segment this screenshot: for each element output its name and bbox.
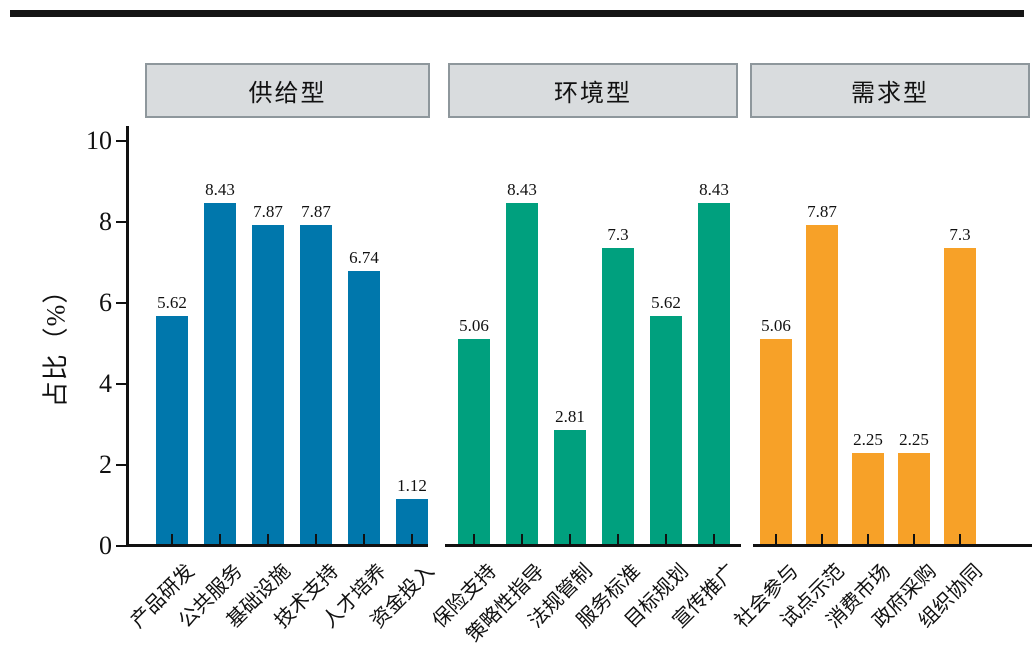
bar-value-label: 6.74: [346, 248, 382, 268]
x-tick-mark: [713, 534, 715, 544]
bar-政府采购: [898, 452, 930, 544]
x-tick-mark: [569, 534, 571, 544]
y-tick-label: 0: [99, 531, 112, 560]
bar-试点示范: [806, 225, 838, 544]
bar-法规管制: [554, 430, 586, 544]
y-tick-mark: [116, 221, 127, 223]
x-axis-segment-1: [128, 544, 428, 547]
x-tick-mark: [473, 534, 475, 544]
bar-value-label: 7.3: [604, 226, 632, 246]
x-tick-mark: [913, 534, 915, 544]
bar-保险支持: [458, 339, 490, 544]
bar-宣传推广: [698, 202, 730, 544]
group-header-1: 供给型: [145, 63, 430, 118]
y-tick-mark: [116, 383, 127, 385]
y-tick-mark: [116, 545, 127, 547]
bar-策略性指导: [506, 202, 538, 544]
x-tick-mark: [315, 534, 317, 544]
x-tick-mark: [617, 534, 619, 544]
x-tick-mark: [521, 534, 523, 544]
bar-产品研发: [156, 316, 188, 544]
bar-value-label: 1.12: [394, 476, 430, 496]
bar-value-label: 5.62: [648, 294, 684, 314]
bar-value-label: 2.25: [850, 430, 886, 450]
x-tick-mark: [411, 534, 413, 544]
y-tick-label: 4: [99, 369, 112, 398]
bar-value-label: 7.3: [946, 226, 974, 246]
bar-value-label: 7.87: [804, 203, 840, 222]
bar-消费市场: [852, 452, 884, 544]
bar-组织协同: [944, 248, 976, 544]
x-tick-mark: [821, 534, 823, 544]
bar-value-label: 2.25: [896, 430, 932, 450]
x-tick-mark: [867, 534, 869, 544]
y-tick-label: 10: [86, 126, 112, 155]
bar-基础设施: [252, 225, 284, 544]
y-tick-mark: [116, 140, 127, 142]
x-tick-mark: [959, 534, 961, 544]
bar-服务标准: [602, 248, 634, 544]
y-tick-mark: [116, 302, 127, 304]
y-tick-label: 8: [99, 207, 112, 236]
x-tick-mark: [665, 534, 667, 544]
x-tick-mark: [267, 534, 269, 544]
y-tick-label: 2: [99, 450, 112, 479]
bar-value-label: 7.87: [298, 203, 334, 222]
bar-value-label: 8.43: [696, 180, 732, 200]
bar-公共服务: [204, 202, 236, 544]
bar-value-label: 8.43: [504, 180, 540, 200]
bar-value-label: 5.06: [758, 316, 794, 336]
x-tick-mark: [219, 534, 221, 544]
bar-人才培养: [348, 271, 380, 544]
group-header-2: 环境型: [448, 63, 738, 118]
bar-value-label: 5.06: [456, 316, 492, 336]
x-tick-mark: [775, 534, 777, 544]
top-rule: [10, 10, 1024, 17]
x-axis-segment-3: [753, 544, 1032, 547]
y-tick-label: 6: [99, 288, 112, 317]
bar-社会参与: [760, 339, 792, 544]
bar-value-label: 7.87: [250, 203, 286, 222]
bar-目标规划: [650, 316, 682, 544]
y-tick-mark: [116, 464, 127, 466]
x-axis-segment-2: [445, 544, 741, 547]
y-axis-line: [126, 126, 129, 547]
x-tick-mark: [171, 534, 173, 544]
x-tick-mark: [363, 534, 365, 544]
bar-value-label: 2.81: [552, 407, 588, 427]
bar-技术支持: [300, 225, 332, 544]
group-header-3: 需求型: [750, 63, 1030, 118]
bar-value-label: 8.43: [202, 180, 238, 200]
bar-value-label: 5.62: [154, 294, 190, 314]
